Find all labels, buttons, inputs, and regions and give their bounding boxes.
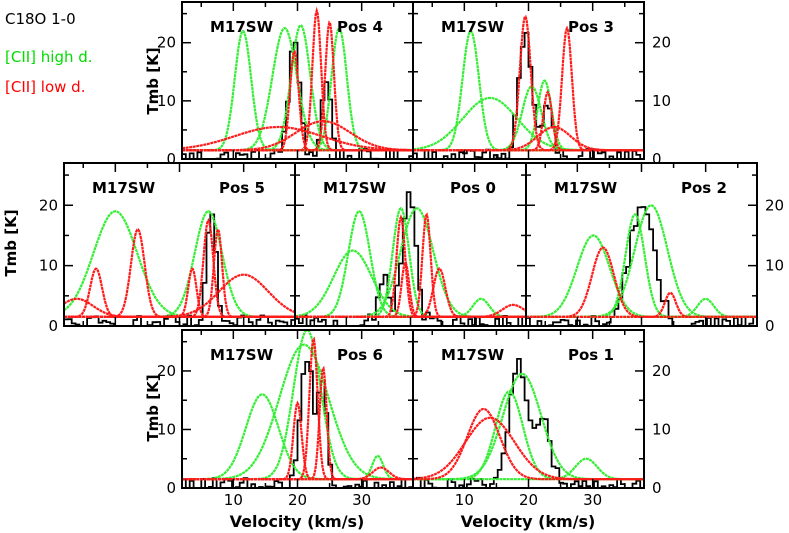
panel-position-label: Pos 5: [219, 179, 265, 197]
y-tick-label-right: 0: [652, 150, 662, 168]
y-tick-label: 10: [157, 92, 176, 110]
observed-spectrum: [182, 361, 413, 488]
panel-position-label: Pos 1: [568, 346, 614, 364]
panel-2: 0 10 20 M17SW Pos 3: [412, 1, 671, 168]
panel-source-label: M17SW: [92, 179, 156, 197]
low-density-component-4: [64, 218, 295, 318]
panel-source-label: M17SW: [323, 179, 387, 197]
low-density-component-5: [182, 120, 413, 152]
x-axis-label-left: Velocity (km/s): [230, 512, 365, 531]
low-density-component-1: [413, 15, 644, 152]
observed-spectrum: [526, 206, 757, 326]
y-tick-label: 0: [166, 479, 176, 497]
y-tick-label: 20: [157, 34, 176, 52]
y-tick-label: 20: [39, 196, 58, 214]
high-density-component-4: [526, 297, 757, 318]
panel-source-label: M17SW: [441, 346, 505, 364]
low-density-component-7: [64, 297, 295, 318]
panel-7: 0 10 20 10 20 30 M17SW Pos 1: [412, 329, 671, 509]
y-tick-label-right: 0: [765, 317, 775, 335]
panel-1: 0 10 20 M17SW Pos 4: [157, 1, 414, 168]
y-axis-label-bottom: Tmb [K]: [144, 374, 162, 441]
y-tick-label: 10: [39, 257, 58, 275]
plot-area: [526, 204, 757, 326]
panel-position-label: Pos 0: [450, 179, 496, 197]
high-density-component-1: [64, 210, 295, 318]
plot-area: [413, 15, 644, 159]
high-density-component-3: [413, 85, 644, 152]
plot-area: [64, 210, 295, 326]
legend-title: C18O 1-0: [5, 10, 76, 28]
low-density-component-2: [413, 90, 644, 152]
high-density-component-3: [526, 204, 757, 318]
x-tick-label: 10: [224, 491, 243, 509]
panel-5: 0 10 20 M17SW Pos 2: [525, 162, 784, 335]
legend-item-low-density: [CII] low d.: [5, 78, 85, 96]
y-tick-label: 0: [166, 150, 176, 168]
x-tick-label: 20: [519, 491, 538, 509]
panel-6: 0 10 20 10 20 30 M17SW Pos 6: [157, 329, 414, 509]
y-axis-labels: Tmb [K] Tmb [K] Tmb [K]: [2, 47, 162, 441]
low-density-component-1: [182, 49, 413, 152]
x-tick-label: 30: [583, 491, 602, 509]
panel-source-label: M17SW: [210, 18, 274, 36]
y-axis-label-top: Tmb [K]: [144, 47, 162, 114]
high-density-component-2: [526, 213, 757, 318]
panel-position-label: Pos 2: [681, 179, 727, 197]
y-tick-label-right: 20: [765, 196, 784, 214]
plot-area: [295, 191, 526, 326]
panel-source-label: M17SW: [554, 179, 618, 197]
low-density-component-4: [413, 125, 644, 152]
low-density-component-2: [526, 291, 757, 318]
y-tick-label: 0: [48, 317, 58, 335]
low-density-component-2: [413, 416, 644, 481]
y-tick-label-right: 0: [652, 479, 662, 497]
observed-spectrum: [413, 358, 642, 488]
legend-item-high-density: [CII] high d.: [5, 48, 93, 66]
x-tick-label: 30: [352, 491, 371, 509]
y-axis-label-middle: Tmb [K]: [2, 209, 20, 276]
panel-source-label: M17SW: [441, 18, 505, 36]
y-tick-label-right: 10: [652, 420, 671, 438]
x-axis-labels: Velocity (km/s) Velocity (km/s): [230, 512, 596, 531]
y-tick-label: 20: [157, 362, 176, 380]
x-axis-label-right: Velocity (km/s): [461, 512, 596, 531]
panel-position-label: Pos 4: [337, 18, 383, 36]
x-tick-label: 20: [288, 491, 307, 509]
y-tick-label-right: 20: [652, 34, 671, 52]
high-density-component-2: [64, 210, 295, 318]
low-density-component-6: [64, 273, 295, 318]
panel-3: 0 10 20 M17SW Pos 5: [39, 162, 296, 335]
high-density-component-2: [413, 372, 644, 481]
low-density-component-5: [295, 303, 526, 318]
panel-source-label: M17SW: [210, 346, 274, 364]
high-density-component-2: [413, 96, 644, 152]
y-tick-label-right: 10: [765, 257, 784, 275]
panels-layer: 0 10 20 M17SW Pos 4 0 10 20 M17SW Pos 3 0 10 20 M17SW…: [39, 1, 784, 509]
plot-area: [413, 358, 644, 488]
high-density-component-1: [526, 234, 757, 318]
panel-4: M17SW Pos 0: [294, 162, 527, 327]
panel-position-label: Pos 3: [568, 18, 614, 36]
x-tick-label: 10: [455, 491, 474, 509]
y-tick-label-right: 10: [652, 92, 671, 110]
y-tick-label-right: 20: [652, 362, 671, 380]
legend: C18O 1-0 [CII] high d. [CII] low d.: [5, 10, 93, 96]
y-tick-label: 10: [157, 420, 176, 438]
panel-position-label: Pos 6: [337, 346, 383, 364]
